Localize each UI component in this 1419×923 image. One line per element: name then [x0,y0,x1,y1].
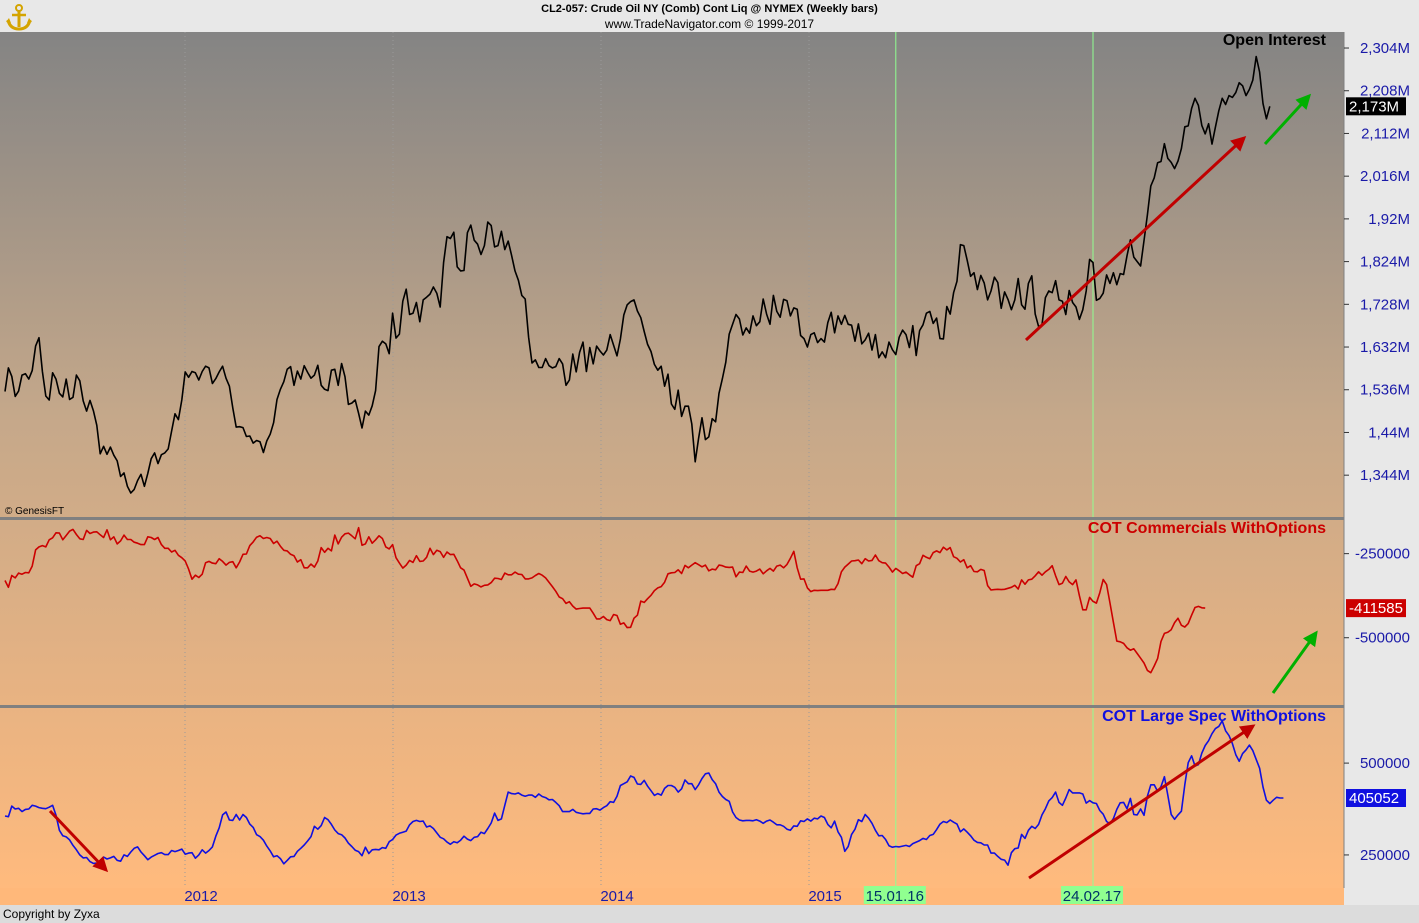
y-tick-label: 1,536M [1360,382,1410,399]
date-markers: 15.01.16 24.02.17 [863,32,1123,905]
series-layer [4,55,1284,866]
y-tick-label: -250000 [1355,546,1410,563]
genesis-credit: © GenesisFT [5,506,64,517]
oi-recent-uptrend-arrow [1263,93,1312,146]
pane-separator[interactable] [0,705,1344,708]
y-tick-label: 1,344M [1360,467,1410,484]
chart-title: CL2-057: Crude Oil NY (Comb) Cont Liq @ … [541,3,878,15]
trend-arrows [48,93,1318,880]
oi-uptrend-arrow [1024,135,1247,342]
y-tick-label: 2,304M [1360,40,1410,57]
open-interest-title: Open Interest [1223,32,1327,49]
date-marker-bg [863,886,926,904]
x-tick-label: 2012 [184,888,217,905]
date-marker-label: 15.01.16 [866,888,924,905]
y-tick-label: 2,016M [1360,168,1410,185]
chart-subtitle: www.TradeNavigator.com © 1999-2017 [604,17,815,31]
last-value-tags: 2,173M -411585 405052 [1346,97,1406,807]
y-tick-label: 250000 [1360,847,1410,864]
y-tick-label: 1,92M [1368,211,1410,228]
y-tick-label: 1,632M [1360,339,1410,356]
last-value-label: 2,173M [1349,98,1399,115]
commercials-title: COT Commercials WithOptions [1088,520,1326,537]
title-bar: CL2-057: Crude Oil NY (Comb) Cont Liq @ … [0,0,1419,32]
comm-recent-uptrend-arrow [1271,630,1318,694]
spec-downtrend-arrow [48,809,109,873]
spec-uptrend-arrow [1028,724,1256,880]
y-tick-label: 1,44M [1368,424,1410,441]
pane-separator[interactable] [0,517,1344,520]
last-value-bg [1346,789,1406,807]
y-tick-label: 1,824M [1360,254,1410,271]
last-value-label: -411585 [1349,600,1403,617]
date-marker-bg [1061,886,1123,904]
y-tick-label: 2,208M [1360,83,1410,100]
copyright-footer: Copyright by Zyxa [3,907,100,921]
large-spec-title: COT Large Spec WithOptions [1102,708,1326,725]
x-tick-label: 2015 [808,888,841,905]
value-axes: 1,344M 1,44M 1,536M 1,632M 1,728M 1,824M 1,92M… [1344,40,1410,864]
last-value-label: 405052 [1349,790,1399,807]
open-interest-line [4,55,1271,494]
y-tick-label: 2,112M [1361,125,1410,142]
commercials-line [4,526,1206,674]
last-value-bg [1346,97,1406,116]
date-marker-label: 24.02.17 [1063,888,1121,905]
x-tick-label: 2013 [392,888,425,905]
x-tick-label: 2014 [600,888,633,905]
last-value-bg [1346,599,1406,618]
y-tick-label: 1,728M [1360,296,1410,313]
y-tick-label: 500000 [1360,755,1410,772]
year-gridlines: 2012 2013 2014 2015 [184,32,842,905]
y-tick-label: -500000 [1355,630,1410,647]
anchor-logo-icon [6,4,32,31]
large-spec-line [4,720,1284,866]
